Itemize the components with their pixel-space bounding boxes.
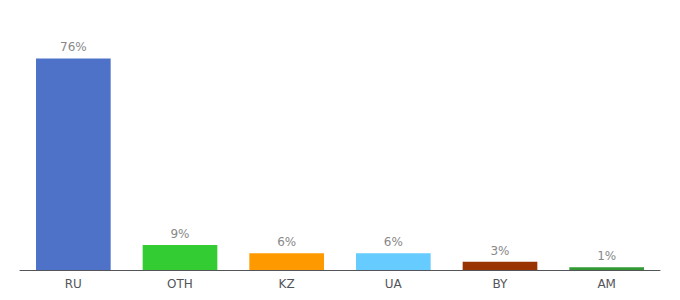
svg-text:6%: 6%: [277, 235, 296, 249]
svg-text:BY: BY: [493, 277, 509, 291]
svg-text:AM: AM: [597, 277, 616, 291]
svg-text:76%: 76%: [60, 40, 87, 54]
svg-text:6%: 6%: [384, 235, 403, 249]
svg-text:3%: 3%: [490, 244, 509, 258]
svg-text:OTH: OTH: [167, 277, 193, 291]
svg-text:KZ: KZ: [279, 277, 295, 291]
svg-text:UA: UA: [385, 277, 403, 291]
svg-text:1%: 1%: [597, 249, 616, 263]
svg-text:RU: RU: [65, 277, 82, 291]
svg-text:9%: 9%: [170, 227, 189, 241]
